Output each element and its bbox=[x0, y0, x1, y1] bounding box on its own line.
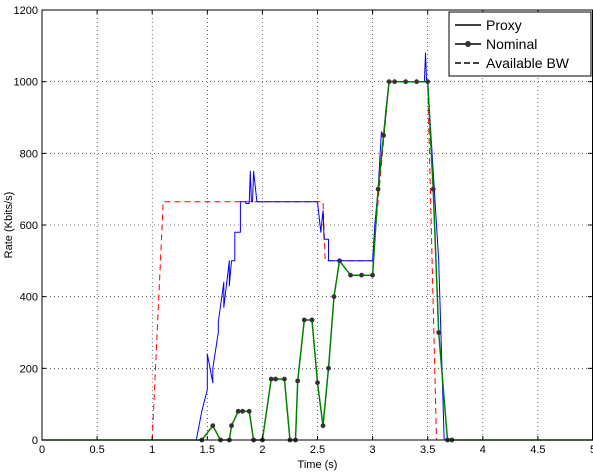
nominal-data-point bbox=[370, 272, 375, 278]
nominal-data-point bbox=[210, 423, 216, 429]
nominal-data-point bbox=[301, 317, 307, 323]
axis-ticks: 0 0.5 1 1.5 2 2.5 3 3.5 4 4.5 5 0 200 400 600 800 1000 12… bbox=[14, 5, 593, 456]
x-tick-label: 0.5 bbox=[89, 444, 104, 456]
nominal-data-point bbox=[240, 408, 245, 414]
x-tick-label: 0 bbox=[39, 444, 45, 456]
y-tick-label: 1200 bbox=[14, 5, 38, 17]
nominal-data-point bbox=[309, 317, 315, 323]
legend-label: Proxy bbox=[486, 17, 522, 33]
nominal-data-point bbox=[273, 376, 279, 382]
nominal-data-point bbox=[430, 186, 436, 192]
y-tick-label: 400 bbox=[20, 292, 38, 304]
y-tick-label: 1000 bbox=[14, 77, 38, 89]
x-tick-label: 3 bbox=[370, 444, 376, 456]
x-tick-label: 1 bbox=[149, 444, 155, 456]
nominal-data-point bbox=[403, 79, 409, 85]
nominal-data-point bbox=[386, 79, 392, 85]
x-tick-label: 4.5 bbox=[530, 444, 545, 456]
y-axis-label: Rate (Kbits/s) bbox=[3, 192, 15, 259]
y-tick-label: 600 bbox=[20, 220, 38, 232]
nominal-data-point bbox=[295, 378, 301, 384]
nominal-data-point bbox=[229, 423, 234, 429]
nominal-data-point bbox=[315, 380, 320, 386]
series-layer bbox=[42, 52, 593, 443]
y-tick-label: 800 bbox=[20, 148, 38, 160]
nominal-data-point bbox=[326, 365, 331, 371]
nominal-data-point bbox=[246, 408, 252, 414]
legend-marker bbox=[465, 41, 471, 47]
nominal-data-point bbox=[414, 79, 420, 85]
nominal-data-point bbox=[282, 376, 287, 382]
nominal-data-point bbox=[359, 272, 364, 278]
nominal-data-point bbox=[375, 186, 381, 192]
x-tick-label: 5 bbox=[590, 444, 593, 456]
nominal-data-point bbox=[337, 258, 342, 264]
nominal-data-point bbox=[235, 408, 241, 414]
y-tick-label: 200 bbox=[20, 363, 38, 375]
nominal-data-point bbox=[425, 79, 431, 85]
legend-label: Nominal bbox=[486, 36, 537, 52]
x-tick-label: 1.5 bbox=[200, 444, 215, 456]
nominal-data-point bbox=[331, 294, 337, 300]
x-tick-label: 3.5 bbox=[420, 444, 435, 456]
x-tick-label: 4 bbox=[480, 444, 486, 456]
x-tick-label: 2 bbox=[259, 444, 265, 456]
x-tick-label: 2.5 bbox=[310, 444, 325, 456]
nominal-data-point bbox=[348, 272, 353, 278]
x-axis-label: Time (s) bbox=[298, 459, 338, 471]
nominal-data-point bbox=[381, 133, 387, 138]
nominal-data-point bbox=[392, 79, 398, 85]
nominal-data-point bbox=[320, 423, 326, 429]
legend-label: Available BW bbox=[486, 55, 570, 71]
nominal-data-point bbox=[268, 376, 274, 382]
y-tick-label: 0 bbox=[32, 435, 38, 447]
legend: Proxy Nominal Available BW bbox=[448, 11, 592, 77]
nominal-data-point bbox=[436, 330, 442, 335]
